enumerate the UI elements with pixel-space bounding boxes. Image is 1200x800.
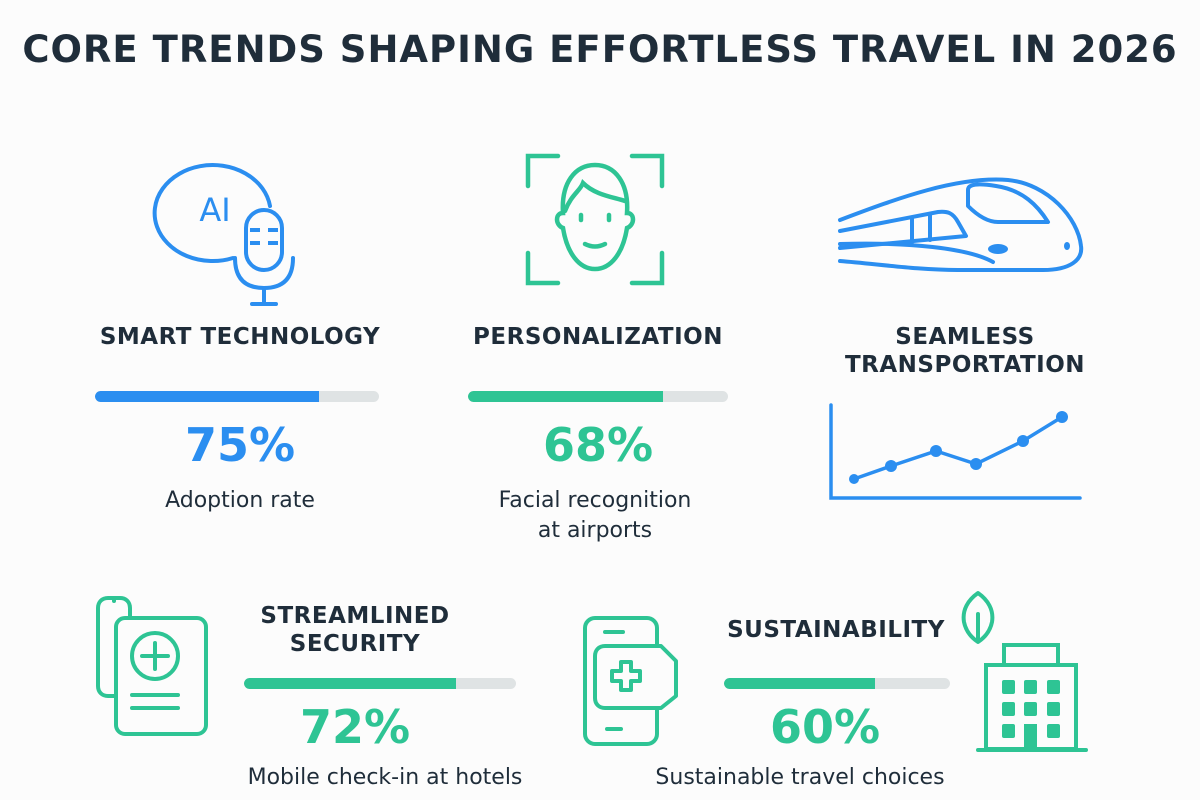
card-description: Adoption rate <box>165 488 315 513</box>
hotel-building-icon <box>976 643 1088 752</box>
heading-line: SECURITY <box>289 631 421 657</box>
card-heading: PERSONALIZATION <box>473 324 723 350</box>
high-speed-train-icon <box>838 177 1084 272</box>
progress-fill <box>95 391 320 402</box>
progress-bar <box>244 678 516 689</box>
progress-bar <box>95 391 379 402</box>
ai-microphone-icon: AI <box>152 163 295 306</box>
card-heading: SMART TECHNOLOGY <box>99 324 381 350</box>
ai-label: AI <box>199 191 230 229</box>
card-heading: SEAMLESS TRANSPORTATION <box>810 323 1120 379</box>
mobile-health-icon <box>583 616 678 746</box>
card-description: Sustainable travel choices <box>655 765 945 790</box>
heading-line: STREAMLINED <box>260 603 450 629</box>
percent-value: 75% <box>184 418 296 472</box>
heading-line: TRANSPORTATION <box>844 352 1086 378</box>
progress-fill <box>468 391 663 402</box>
card-description: Mobile check-in at hotels <box>247 765 523 790</box>
card-heading: SUSTAINABILITY <box>727 617 945 643</box>
leaf-icon <box>961 591 995 644</box>
percent-value: 68% <box>542 418 654 472</box>
page-title: CORE TRENDS SHAPING EFFORTLESS TRAVEL IN… <box>22 28 1178 71</box>
percent-value: 60% <box>769 700 881 754</box>
percent-value: 72% <box>299 700 411 754</box>
progress-bar <box>724 678 950 689</box>
card-description: Facial recognition at airports <box>440 486 750 546</box>
description-line: at airports <box>537 518 653 543</box>
face-recognition-icon <box>525 153 665 286</box>
description-line: Facial recognition <box>498 488 692 513</box>
mobile-document-icon <box>96 596 208 736</box>
progress-fill <box>724 678 876 689</box>
heading-line: SEAMLESS <box>895 324 1035 350</box>
line-chart-icon <box>829 403 1082 500</box>
progress-bar <box>468 391 728 402</box>
card-heading: STREAMLINED SECURITY <box>200 602 510 658</box>
progress-fill <box>244 678 457 689</box>
